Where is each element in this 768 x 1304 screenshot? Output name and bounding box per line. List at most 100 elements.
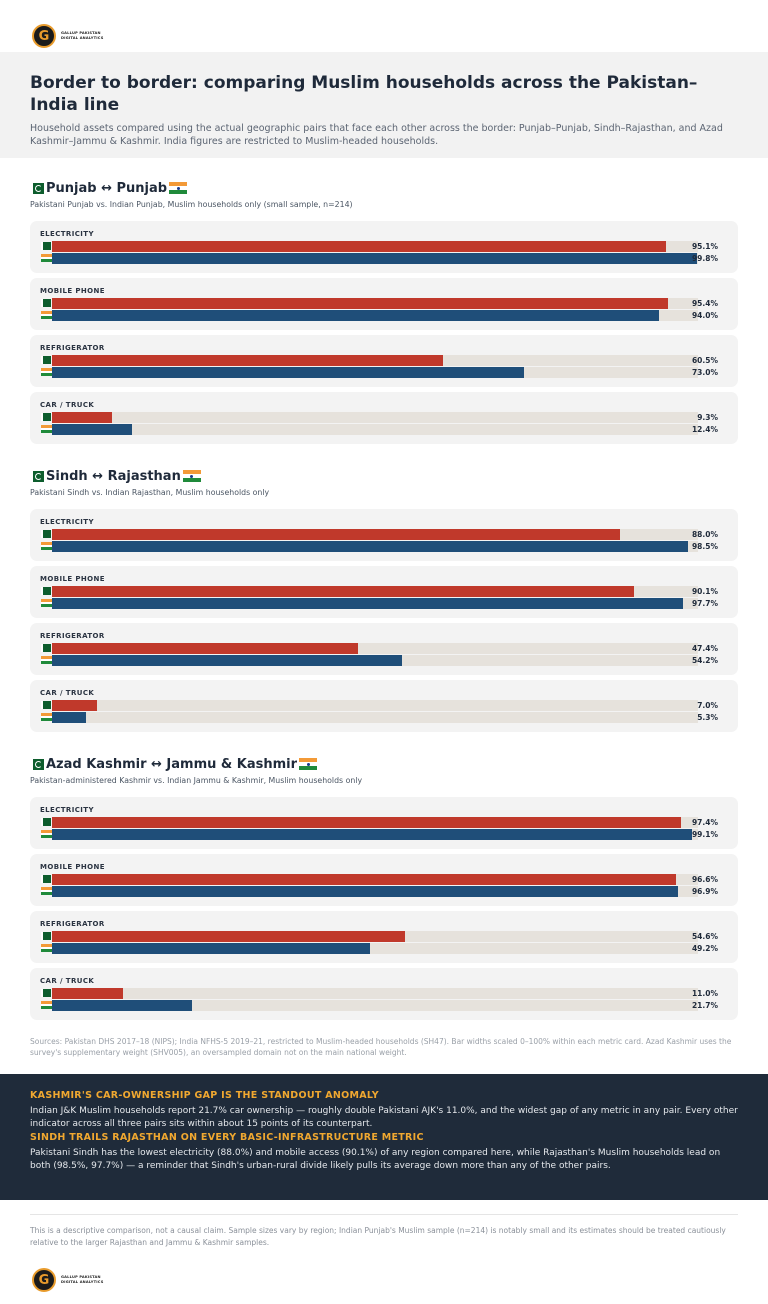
bar-track: [52, 586, 698, 597]
metric-label: REFRIGERATOR: [40, 344, 105, 352]
value-label: 47.4%: [691, 644, 718, 653]
pakistan-flag-icon: [41, 644, 51, 652]
india-row: 12.4%: [40, 424, 728, 435]
pakistan-flag-icon: [41, 989, 51, 997]
pakistan-row: 88.0%: [40, 529, 728, 540]
pakistan-row: 60.5%: [40, 355, 728, 366]
section-subtitle: Pakistani Punjab vs. Indian Punjab, Musl…: [30, 200, 353, 209]
insight-heading-kashmir: KASHMIR'S CAR-OWNERSHIP GAP IS THE STAND…: [30, 1090, 379, 1101]
footer-divider: [30, 1214, 738, 1215]
comparison-section: Punjab ↔ Punjab Pakistani Punjab vs. Indi…: [0, 180, 768, 444]
bar-track: [52, 643, 698, 654]
bar-track: [52, 412, 698, 423]
brand-header: G GALLUP PAKISTAN DIGITAL ANALYTICS: [0, 0, 768, 52]
metric-card: REFRIGERATOR 47.4% 54.2%: [30, 623, 738, 675]
metric-label: REFRIGERATOR: [40, 632, 105, 640]
bar-track: [52, 886, 698, 897]
india-flag-icon: [41, 830, 52, 839]
india-bar: [52, 367, 524, 378]
metric-label: REFRIGERATOR: [40, 920, 105, 928]
pakistan-flag-icon: [41, 587, 51, 595]
metric-label: CAR / TRUCK: [40, 689, 95, 697]
pakistan-flag-icon: [41, 932, 51, 940]
pakistan-row: 9.3%: [40, 412, 728, 423]
pakistan-bar: [52, 643, 359, 654]
india-bar: [52, 598, 684, 609]
metric-card: CAR / TRUCK 9.3% 12.4%: [30, 392, 738, 444]
pakistan-row: 47.4%: [40, 643, 728, 654]
metric-card: ELECTRICITY 95.1% 99.8%: [30, 221, 738, 273]
metric-card: MOBILE PHONE 95.4% 94.0%: [30, 278, 738, 330]
bar-track: [52, 829, 698, 840]
section-title-text: Punjab ↔ Punjab: [46, 180, 168, 196]
sources-note: Sources: Pakistan DHS 2017–18 (NIPS); In…: [30, 1037, 732, 1057]
india-row: 99.1%: [40, 829, 728, 840]
india-row: 54.2%: [40, 655, 728, 666]
value-label: 90.1%: [691, 587, 718, 596]
pakistan-bar: [52, 412, 113, 423]
bar-track: [52, 1000, 698, 1011]
insight-body-kashmir: Indian J&K Muslim households report 21.7…: [30, 1106, 738, 1129]
bar-track: [52, 874, 698, 885]
india-flag-icon: [41, 368, 52, 377]
india-flag-icon: [41, 311, 52, 320]
india-flag-icon: [41, 1001, 52, 1010]
bar-track: [52, 541, 698, 552]
page-subtitle: Household assets compared using the actu…: [30, 123, 723, 147]
pakistan-bar: [52, 874, 677, 885]
india-bar: [52, 424, 133, 435]
india-row: 97.7%: [40, 598, 728, 609]
pakistan-bar: [52, 355, 443, 366]
section-subtitle: Pakistan-administered Kashmir vs. Indian…: [30, 776, 363, 785]
hero-banner: Border to border: comparing Muslim house…: [0, 52, 768, 158]
comparison-section: Sindh ↔ Rajasthan Pakistani Sindh vs. Ind…: [0, 468, 768, 732]
brand-logo-icon: G: [32, 24, 56, 48]
value-label: 11.0%: [691, 989, 718, 998]
value-label: 96.9%: [691, 887, 718, 896]
pakistan-row: 90.1%: [40, 586, 728, 597]
metric-card: MOBILE PHONE 96.6% 96.9%: [30, 854, 738, 906]
india-row: 96.9%: [40, 886, 728, 897]
india-bar: [52, 943, 370, 954]
insight-heading-sindh: SINDH TRAILS RAJASTHAN ON EVERY BASIC-IN…: [30, 1132, 424, 1143]
brand-wordmark: GALLUP PAKISTAN DIGITAL ANALYTICS: [61, 31, 104, 40]
india-flag-icon: [41, 542, 52, 551]
india-flag-icon: [41, 425, 52, 434]
value-label: 88.0%: [691, 530, 718, 539]
metric-label: CAR / TRUCK: [40, 401, 95, 409]
bar-track: [52, 700, 698, 711]
india-flag-icon: [182, 470, 201, 482]
value-label: 54.2%: [691, 656, 718, 665]
value-label: 97.7%: [691, 599, 718, 608]
value-label: 60.5%: [691, 356, 718, 365]
india-flag-icon: [41, 713, 52, 722]
pakistan-flag-icon: [41, 299, 51, 307]
footnote: This is a descriptive comparison, not a …: [30, 1226, 726, 1247]
section-title-text: Sindh ↔ Rajasthan: [46, 468, 181, 484]
bar-track: [52, 298, 698, 309]
india-flag-icon: [41, 944, 52, 953]
india-flag-icon: [41, 656, 52, 665]
india-flag-icon: [41, 599, 52, 608]
value-label: 9.3%: [697, 413, 718, 422]
bar-track: [52, 355, 698, 366]
value-label: 21.7%: [691, 1001, 718, 1010]
bar-track: [52, 367, 698, 378]
insights-panel: KASHMIR'S CAR-OWNERSHIP GAP IS THE STAND…: [0, 1074, 768, 1200]
page-title: Border to border: comparing Muslim house…: [30, 73, 698, 115]
metric-card: ELECTRICITY 88.0% 98.5%: [30, 509, 738, 561]
metric-card: ELECTRICITY 97.4% 99.1%: [30, 797, 738, 849]
bar-track: [52, 712, 698, 723]
pakistan-bar: [52, 241, 667, 252]
pakistan-bar: [52, 931, 405, 942]
bar-track: [52, 931, 698, 942]
metric-label: CAR / TRUCK: [40, 977, 95, 985]
value-label: 97.4%: [691, 818, 718, 827]
pakistan-flag-icon: [41, 701, 51, 709]
section-title: Azad Kashmir ↔ Jammu & Kashmir: [30, 756, 738, 772]
metric-label: MOBILE PHONE: [40, 863, 105, 871]
india-row: 99.8%: [40, 253, 728, 264]
section-title: Sindh ↔ Rajasthan: [30, 468, 738, 484]
bar-track: [52, 529, 698, 540]
